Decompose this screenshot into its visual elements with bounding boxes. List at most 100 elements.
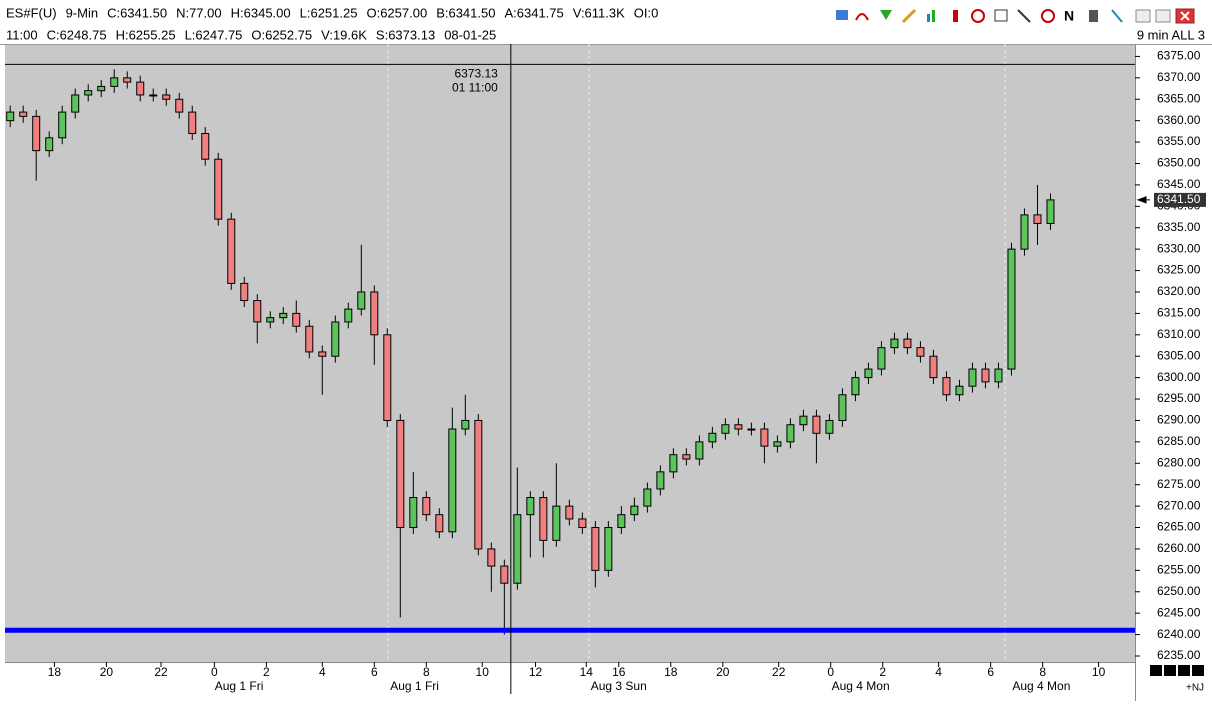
candle-body (58, 111, 67, 139)
y-tick-label: 6300.00 (1157, 370, 1201, 384)
candle-body (266, 317, 275, 323)
y-tick-label: 6325.00 (1157, 263, 1201, 277)
candle-body (396, 419, 405, 529)
candle-body (227, 218, 236, 284)
candle-body (708, 432, 717, 443)
tool-icon[interactable] (880, 10, 892, 20)
candle-body (656, 471, 665, 490)
candle-body (630, 505, 639, 516)
tool-icon[interactable] (953, 10, 958, 22)
y-tick-label: 6250.00 (1157, 584, 1201, 598)
candle-body (903, 338, 912, 349)
x-tick-label: 6 (371, 665, 378, 679)
x-tick-label: 20 (716, 665, 730, 679)
tool-icon[interactable] (994, 9, 1008, 22)
tool-icon[interactable] (1041, 9, 1055, 23)
info-field: H:6255.25 (116, 27, 176, 42)
x-tick-label: 4 (935, 665, 942, 679)
x-tick-label: 8 (1039, 665, 1046, 679)
maximize-button[interactable] (1155, 9, 1171, 23)
tool-icon[interactable] (855, 13, 869, 21)
y-tick-label: 6270.00 (1157, 498, 1201, 512)
x-tick-label: 10 (476, 665, 490, 679)
candle-body (955, 385, 964, 396)
tool-icon[interactable] (927, 14, 930, 22)
y-tick-label: 6245.00 (1157, 605, 1201, 619)
candle-body (175, 98, 184, 113)
candle-body (123, 77, 132, 83)
candle-body (838, 394, 847, 421)
candle-body (318, 351, 327, 357)
tool-icon[interactable] (932, 10, 935, 22)
tool-icon[interactable] (1089, 10, 1098, 22)
info-field: V:611.3K (573, 5, 625, 20)
candle-body (45, 137, 54, 152)
candle-body (370, 291, 379, 336)
info-field: N:77.00 (176, 5, 222, 20)
last-price-box (1154, 192, 1206, 207)
candle-body (84, 90, 93, 96)
candle-body (994, 368, 1003, 383)
tool-icon[interactable] (1111, 9, 1123, 23)
candle-body (201, 133, 210, 160)
minimize-button[interactable] (1135, 9, 1151, 23)
y-tick-label: 6310.00 (1157, 327, 1201, 341)
tool-icon[interactable] (1017, 9, 1031, 23)
candle-body (981, 368, 990, 383)
candle-body (305, 325, 314, 353)
block (1164, 665, 1176, 676)
x-tick-label: 2 (263, 665, 270, 679)
date-label: Aug 4 Mon (1012, 679, 1070, 693)
candle-body (513, 514, 522, 584)
info-field: C:6341.50 (107, 5, 167, 20)
candle-body (149, 94, 158, 97)
candle-body (409, 497, 418, 529)
info-field: S:6373.13 (376, 27, 435, 42)
tool-icon[interactable] (836, 10, 848, 20)
block (1192, 665, 1204, 676)
candle-body (773, 441, 782, 447)
x-tick-label: 20 (100, 665, 114, 679)
candle-body (669, 454, 678, 473)
candle-body (240, 282, 249, 302)
close-icon[interactable] (1180, 11, 1190, 21)
candle-body (188, 111, 197, 135)
candle-body (97, 85, 106, 92)
date-label: Aug 1 Fri (215, 679, 264, 693)
y-tick-label: 6280.00 (1157, 455, 1201, 469)
info-field: 9-Min (66, 5, 99, 20)
candle-body (19, 111, 28, 117)
candle-body (877, 347, 886, 370)
info-field: C:6248.75 (47, 27, 107, 42)
toolbar[interactable]: N (836, 8, 1195, 24)
tool-icon[interactable] (971, 9, 985, 23)
candle-body (799, 415, 808, 426)
y-tick-label: 6260.00 (1157, 541, 1201, 555)
candle-body (487, 548, 496, 567)
candle-body (214, 158, 223, 220)
tool-icon[interactable]: N (1064, 8, 1074, 24)
candle-body (110, 77, 119, 87)
candle-body (760, 428, 769, 447)
date-label: Aug 1 Fri (390, 679, 439, 693)
x-tick-label: 18 (664, 665, 678, 679)
info-field: L:6247.75 (185, 27, 243, 42)
candle-body (552, 505, 561, 541)
corner-blocks (1150, 665, 1204, 676)
candle-body (1020, 214, 1029, 250)
candle-body (695, 441, 704, 460)
candle-body (539, 497, 548, 541)
candle-body (929, 355, 938, 379)
y-tick-label: 6350.00 (1157, 156, 1201, 170)
info-field: O:6257.00 (366, 5, 427, 20)
candle-body (383, 334, 392, 421)
y-tick-label: 6265.00 (1157, 520, 1201, 534)
crosshair-time: 01 11:00 (452, 81, 498, 95)
block (1150, 665, 1162, 676)
x-tick-label: 22 (154, 665, 168, 679)
info-field: V:19.6K (321, 27, 367, 42)
candle-body (526, 497, 535, 516)
tool-icon[interactable] (901, 8, 917, 24)
candle-body (643, 488, 652, 507)
